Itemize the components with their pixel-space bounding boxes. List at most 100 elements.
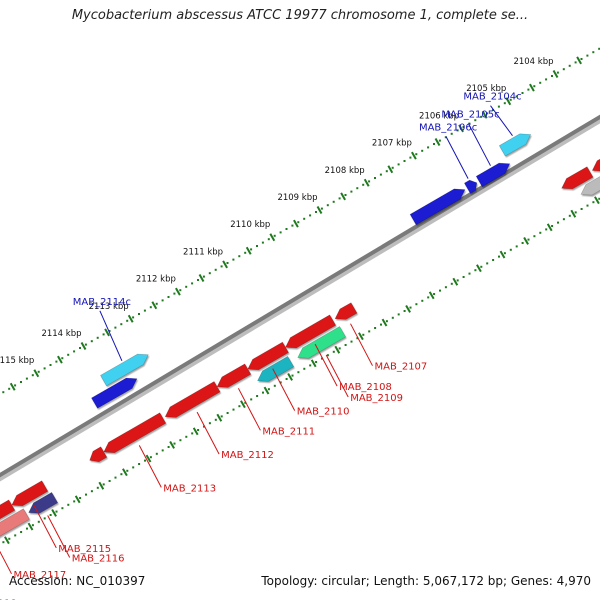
outer-ruler-dot: [179, 289, 182, 292]
gene-mab_2111[interactable]: [216, 363, 252, 388]
outer-ruler-dot: [25, 377, 28, 380]
outer-ruler-dot: [132, 316, 135, 319]
inner-ruler-dot: [220, 415, 223, 418]
gene-mab_2115[interactable]: [11, 480, 49, 507]
major-tick: [122, 468, 128, 477]
outer-ruler-dot: [539, 81, 542, 84]
inner-ruler-dot: [214, 418, 217, 421]
outer-ruler-dot: [96, 336, 99, 339]
major-tick: [428, 291, 435, 300]
gene-mab_2113[interactable]: [103, 412, 167, 454]
gene-leader-line: [468, 123, 491, 166]
gene-features[interactable]: [0, 133, 600, 577]
inner-ruler-dot: [102, 483, 105, 486]
gene-mab_2108[interactable]: [285, 314, 337, 349]
gene-feature[interactable]: [89, 446, 108, 463]
major-tick: [570, 209, 577, 218]
inner-ruler-dot: [179, 439, 182, 442]
major-tick: [529, 83, 535, 92]
gene-mab_2105c[interactable]: [475, 162, 511, 188]
major-tick: [458, 124, 464, 133]
gene-leader-line: [350, 323, 373, 366]
outer-ruler-dot: [480, 115, 483, 118]
outer-ruler-dot: [214, 268, 217, 271]
outer-ruler-dot: [90, 340, 93, 343]
gene-feature[interactable]: [91, 377, 138, 409]
major-tick: [175, 287, 181, 296]
inner-ruler-dot: [67, 503, 70, 506]
gene-label: MAB_2108: [339, 382, 392, 393]
inner-ruler-dot: [55, 510, 58, 513]
inner-ruler-dot: [191, 432, 194, 435]
gene-feature[interactable]: [0, 508, 30, 552]
inner-ruler-dot: [456, 279, 459, 282]
gene-mab_2109[interactable]: [297, 326, 347, 359]
outer-ruler-dot: [226, 262, 229, 264]
gene-feature[interactable]: [580, 172, 600, 196]
gene-mab_2106c[interactable]: [463, 179, 478, 194]
outer-ruler-dot: [291, 224, 294, 227]
major-tick: [98, 481, 105, 490]
outer-ruler-dot: [79, 347, 81, 349]
inner-ruler-dot: [303, 367, 306, 370]
inner-ruler-dot: [161, 449, 164, 452]
inner-ruler-dot: [79, 497, 82, 499]
outer-ruler-dot: [527, 88, 530, 91]
gene-mab_2112[interactable]: [164, 381, 221, 418]
inner-ruler-dot: [344, 344, 347, 346]
inner-ruler-dot: [120, 473, 123, 476]
outer-ruler-dot: [102, 333, 105, 336]
outer-ruler-dot: [409, 156, 412, 159]
gene-mab_2104c[interactable]: [498, 133, 532, 157]
outer-ruler-dot: [108, 330, 111, 332]
outer-ruler-dot: [315, 211, 317, 213]
tick-label: 2110 kbp: [230, 220, 270, 230]
gene-feature[interactable]: [409, 188, 466, 226]
inner-ruler-dot: [332, 350, 335, 353]
outer-ruler-dot: [492, 109, 494, 111]
outer-ruler-dot: [84, 343, 87, 346]
inner-ruler-dot: [197, 429, 200, 431]
outer-ruler-dot: [67, 353, 70, 356]
gene-label: MAB_2112: [221, 450, 274, 461]
gene-leader-line: [490, 105, 513, 136]
outer-ruler-dot: [332, 200, 335, 203]
inner-ruler-dot: [108, 480, 111, 482]
inner-ruler-dot: [492, 259, 495, 261]
gene-mab_2114c[interactable]: [100, 353, 149, 387]
tick-label: 2108 kbp: [325, 166, 365, 176]
gene-feature[interactable]: [591, 146, 600, 172]
inner-ruler-dot: [20, 531, 23, 533]
inner-ruler-dot: [368, 330, 371, 333]
gene-mab_2110[interactable]: [247, 341, 289, 371]
outer-ruler-dot: [456, 129, 459, 132]
inner-ruler-dot: [474, 269, 477, 272]
major-tick: [523, 236, 529, 245]
inner-ruler-dot: [598, 197, 600, 200]
gene-label: MAB_2117: [14, 570, 67, 581]
outer-ruler-dot: [368, 180, 371, 183]
major-tick: [192, 427, 199, 436]
outer-ruler-dot: [503, 102, 506, 105]
inner-ruler-dot: [14, 534, 17, 537]
tick-marks: 2104 kbp 2105 kbp 2106 kbp 2107 kbp 2108 kbp…: [0, 43, 600, 545]
gene-feature[interactable]: [561, 166, 594, 190]
major-tick: [405, 304, 411, 313]
outer-ruler-dot: [397, 163, 400, 166]
gene-mab_2107[interactable]: [334, 302, 358, 320]
outer-ruler-dot: [14, 384, 17, 387]
inner-ruler-dot: [138, 463, 141, 465]
inner-ruler-dot: [256, 395, 259, 397]
outer-ruler-dot: [143, 309, 146, 312]
inner-ruler-dot: [509, 248, 512, 251]
outer-ruler-dot: [273, 234, 276, 237]
major-tick: [145, 454, 152, 463]
gene-label: MAB_2111: [262, 426, 315, 437]
outer-ruler-dot: [43, 367, 46, 370]
gene-feature[interactable]: [257, 355, 295, 382]
inner-ruler-dot: [73, 500, 76, 503]
outer-ruler-dot: [362, 183, 365, 186]
gene-mab_2117[interactable]: [0, 499, 16, 539]
outer-ruler-dot: [138, 313, 140, 315]
